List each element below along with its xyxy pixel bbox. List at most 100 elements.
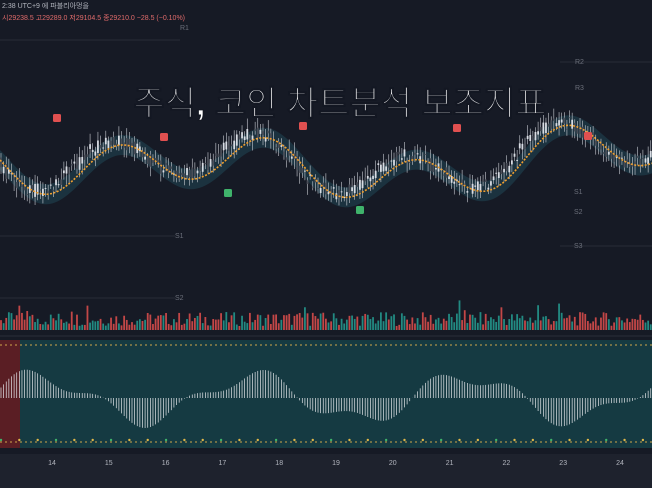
volume-bar — [461, 320, 464, 330]
candle-body — [118, 135, 120, 146]
volume-bar — [157, 315, 160, 330]
osc-dot — [293, 438, 296, 442]
candle-body — [505, 162, 508, 172]
candle-body — [267, 130, 270, 134]
volume-bar — [448, 313, 450, 330]
volume-bar — [359, 325, 361, 330]
volume-bar — [497, 315, 500, 330]
candle-body — [610, 151, 613, 159]
candle-body — [400, 158, 403, 160]
osc-dot — [494, 438, 498, 442]
candle-body — [201, 162, 204, 172]
volume-bar — [42, 324, 44, 330]
osc-dot — [219, 438, 223, 442]
volume-bar — [602, 312, 605, 330]
candle-body — [343, 197, 346, 199]
volume-bar — [228, 322, 230, 330]
volume-bar — [309, 325, 312, 330]
volume-bar — [0, 320, 2, 330]
candle-body — [23, 186, 26, 191]
candle-body — [233, 140, 236, 150]
candle-body — [214, 153, 217, 157]
candle-body — [628, 163, 631, 167]
osc-dot — [54, 438, 58, 442]
candle-body — [455, 179, 458, 182]
candle-body — [89, 144, 91, 149]
volume-bar — [576, 325, 579, 330]
volume-bar — [563, 318, 566, 330]
volume-bar — [178, 312, 181, 330]
volume-bar — [28, 316, 31, 330]
x-tick-label: 22 — [503, 460, 511, 467]
volume-bar — [301, 317, 304, 330]
candle-body — [21, 181, 23, 187]
x-tick-label: 16 — [162, 460, 170, 467]
volume-bar — [173, 319, 175, 330]
candle-body — [623, 161, 626, 168]
osc-dot — [605, 438, 608, 442]
candle-body — [382, 162, 385, 172]
candle-body — [76, 164, 78, 170]
candle-body — [471, 183, 474, 194]
candle-body — [626, 159, 629, 163]
osc-dot — [641, 438, 645, 442]
volume-bar — [524, 320, 526, 330]
volume-bar — [217, 319, 220, 330]
volume-bar — [120, 325, 123, 330]
volume-bar — [377, 320, 380, 330]
candle-body — [327, 191, 330, 195]
candle-body — [311, 186, 314, 188]
volume-bar — [380, 312, 382, 330]
osc-dot — [568, 438, 571, 442]
candle-body — [500, 169, 503, 175]
osc-dot — [550, 438, 553, 442]
volume-bar — [387, 319, 390, 330]
volume-bar — [324, 318, 327, 330]
volume-bar — [262, 325, 264, 330]
volume-bar — [39, 324, 42, 330]
volume-bar — [351, 315, 353, 330]
volume-bar — [314, 316, 317, 330]
candle-body — [361, 180, 364, 189]
candle-body — [131, 142, 133, 147]
volume-bar — [356, 316, 359, 330]
candle-body — [330, 189, 333, 193]
candle-body — [42, 188, 44, 196]
candle-body — [490, 181, 492, 186]
candle-body — [513, 153, 516, 157]
candle-body — [264, 137, 267, 142]
volume-bar — [539, 320, 542, 330]
moving-average — [0, 124, 652, 199]
header-line1: 2:38 UTC+9 에 파블리아멍을 — [2, 1, 89, 10]
volume-bar — [311, 312, 314, 330]
candle-body — [492, 176, 495, 181]
candle-body — [152, 157, 154, 163]
candle-body — [319, 188, 322, 194]
osc-dot — [403, 438, 406, 442]
volume-bar — [455, 313, 458, 330]
candle-body — [448, 176, 450, 180]
candle-body — [293, 153, 296, 159]
volume-bar — [180, 324, 183, 330]
candle-body — [209, 159, 212, 167]
candle-body — [348, 184, 351, 194]
volume-bar — [403, 315, 406, 330]
candle-body — [594, 140, 597, 146]
volume-bar — [385, 312, 388, 330]
x-tick-label: 14 — [48, 460, 56, 467]
volume-bar — [419, 324, 422, 330]
candle-body — [39, 189, 42, 191]
volume-bar — [10, 313, 13, 330]
candle-body — [0, 157, 2, 168]
candle-body — [65, 166, 68, 174]
candle-body — [644, 158, 647, 163]
volume-bar — [91, 320, 94, 330]
candle-body — [552, 118, 555, 122]
x-tick-label: 21 — [446, 460, 454, 467]
candle-body — [639, 158, 642, 165]
candle-body — [432, 163, 435, 173]
volume-bar — [290, 324, 293, 330]
candle-body — [445, 167, 448, 178]
volume-bar — [138, 319, 141, 330]
volume-bar — [427, 321, 429, 330]
